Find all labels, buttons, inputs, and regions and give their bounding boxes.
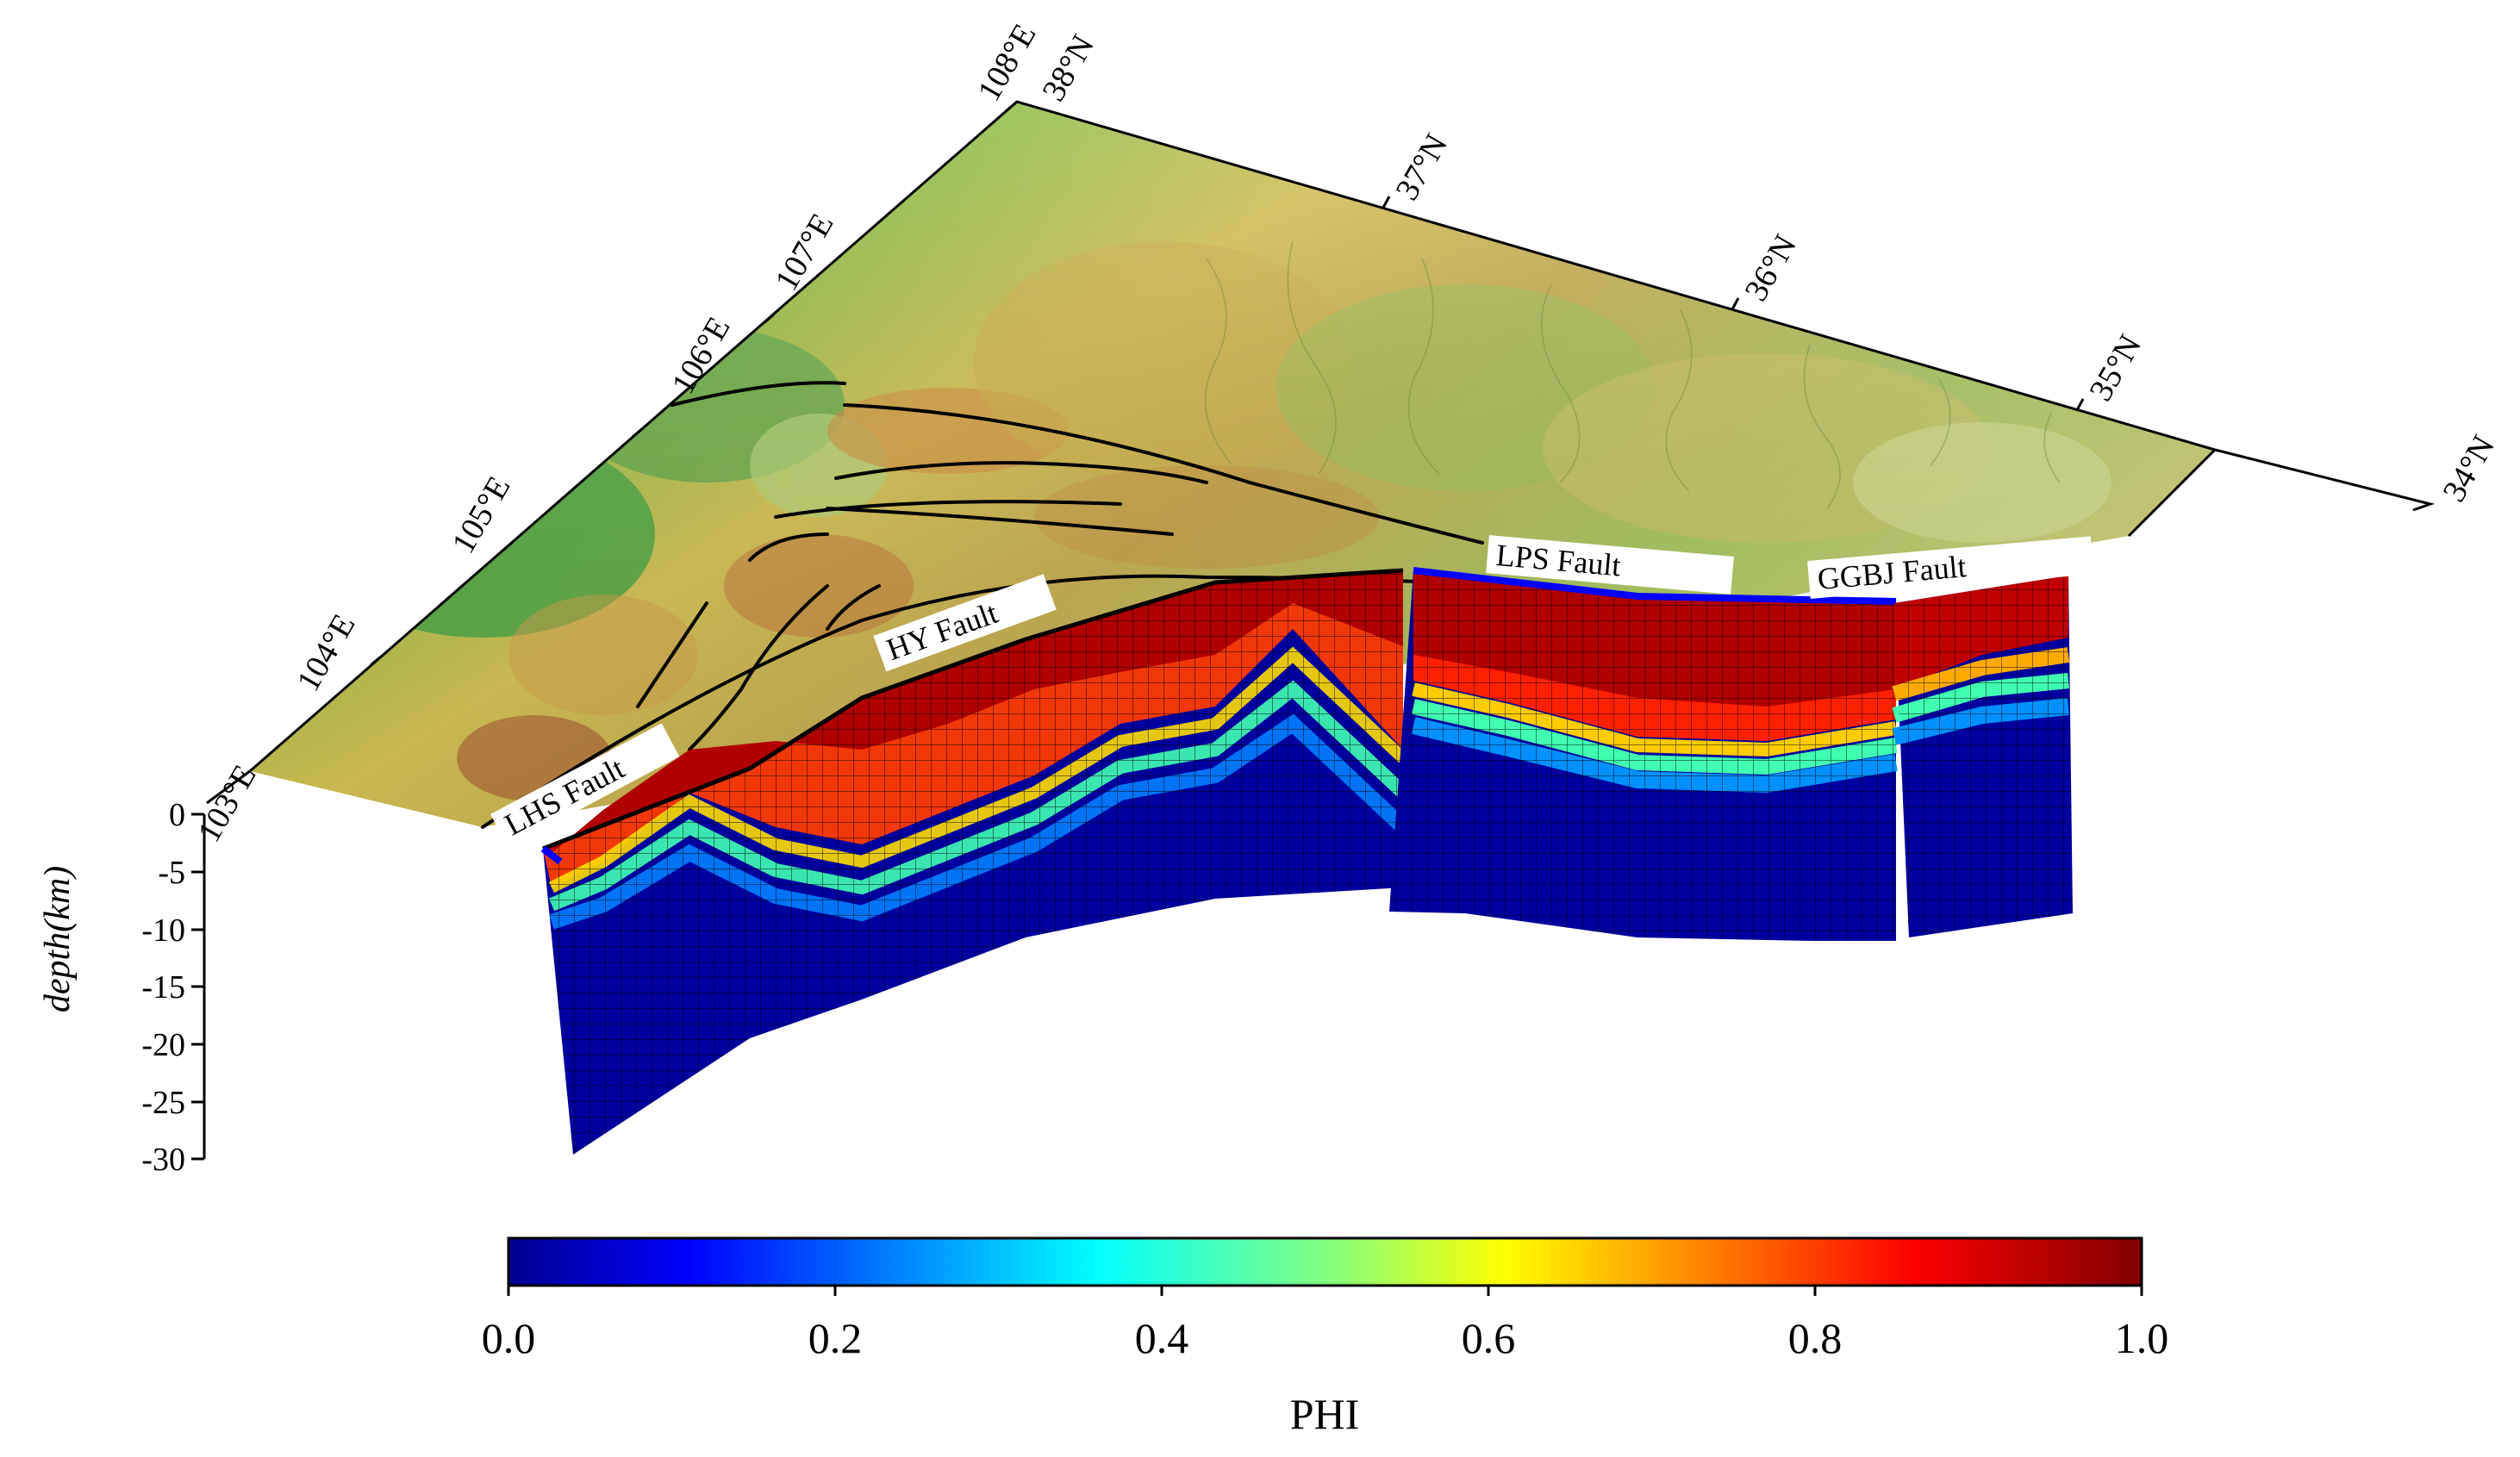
lon-ticks [206,100,1018,805]
depth-tick-20: -20 [141,1027,185,1063]
colorbar-tick-3: 0.6 [1462,1314,1516,1362]
fault-label-lps: LPS Fault [1486,535,1734,595]
colorbar-tick-4: 0.8 [1788,1314,1843,1362]
lat-ticks [1382,196,2436,512]
colorbar-tick-0: 0.0 [482,1314,536,1362]
depth-tick-5: -5 [158,855,185,891]
lat-label-37: 37°N [1388,128,1455,207]
colorbar-title: PHI [1290,1390,1360,1438]
colorbar-tick-1: 0.2 [808,1314,863,1362]
lon-label-108: 108°E [970,18,1043,108]
section-panel-2 [1389,567,1898,941]
cross-section [540,567,2073,1155]
lat-label-35: 35°N [2082,329,2149,408]
depth-tick-15: -15 [141,969,185,1006]
lat-label-36: 36°N [1737,229,1804,308]
depth-tick-0: 0 [169,797,185,833]
depth-tick-25: -25 [141,1085,185,1121]
lat-label-34: 34°N [2436,430,2502,508]
colorbar-tick-2: 0.4 [1135,1314,1189,1362]
depth-tick-10: -10 [141,912,185,949]
lat-label-38: 38°N [1035,29,1101,108]
depth-tick-30: -30 [141,1142,185,1178]
colorbar-gradient [507,1236,2143,1287]
colorbar-tick-5: 1.0 [2115,1314,2169,1362]
depth-axis: 0 -5 -10 -15 -20 -25 -30 depth(km) [38,797,206,1178]
section-panel-1 [540,568,1409,1155]
depth-axis-title: depth(km) [38,866,78,1012]
lon-label-103: 103°E [190,759,263,849]
section-panel-3 [1892,576,2073,937]
colorbar: 0.0 0.2 0.4 0.6 0.8 1.0 PHI [482,1236,2169,1438]
